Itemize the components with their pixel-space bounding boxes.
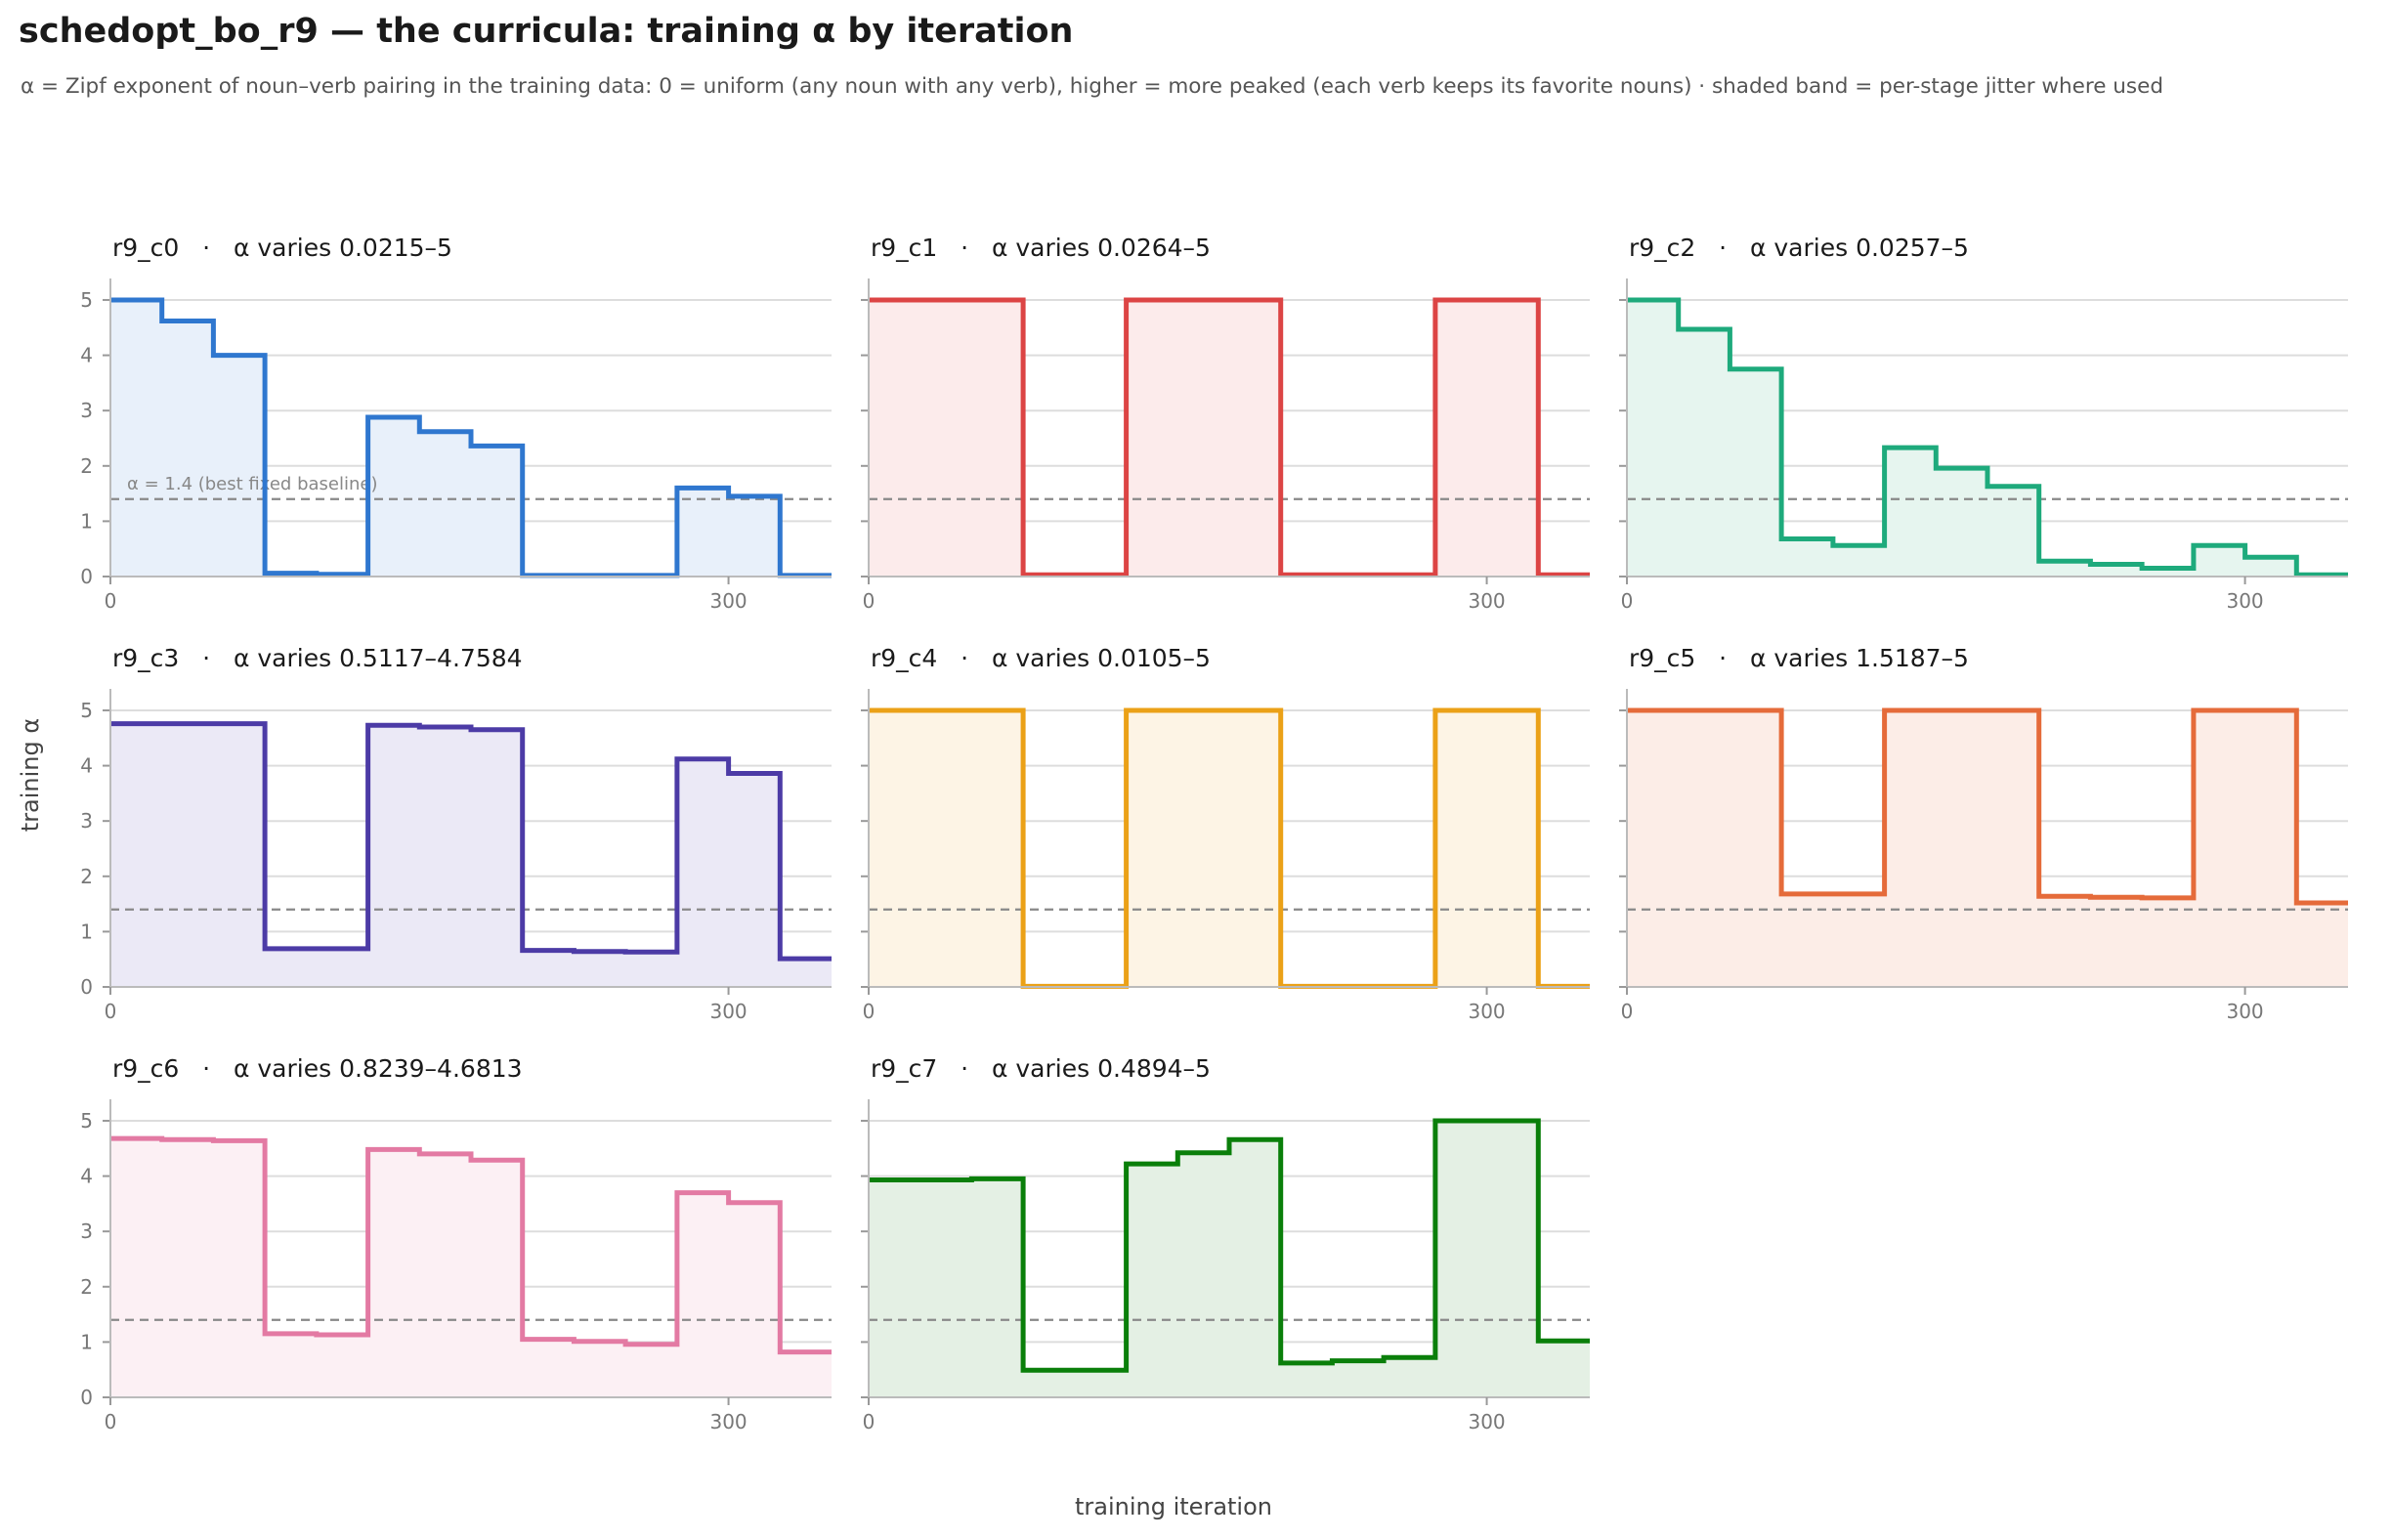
x-tick-label: 300 bbox=[709, 1410, 747, 1433]
y-tick-label: 0 bbox=[80, 1386, 93, 1409]
y-tick-label: 5 bbox=[80, 1109, 93, 1133]
x-tick-label: 300 bbox=[1468, 589, 1505, 613]
x-axis-label: training iteration bbox=[1075, 1493, 1272, 1520]
x-tick-label: 300 bbox=[709, 589, 747, 613]
series-line-r9_c0 bbox=[110, 297, 832, 578]
x-tick-label: 0 bbox=[1621, 1000, 1634, 1023]
panel-title-r9_c5: r9_c5 · α varies 1.5187–5 bbox=[1629, 644, 1969, 672]
y-tick-label: 1 bbox=[80, 1330, 93, 1353]
x-tick-label: 300 bbox=[2226, 589, 2263, 613]
y-tick-label: 0 bbox=[80, 975, 93, 999]
panel-r9_c6: 0 1 2 3 4 5 0 300 r9_c6 · α varies 0.8239–4.6813 bbox=[80, 1054, 832, 1433]
page-title: schedopt_bo_r9 — the curricula: training… bbox=[19, 12, 1074, 51]
y-tick-label: 1 bbox=[80, 509, 93, 533]
y-tick-label: 4 bbox=[80, 1165, 93, 1188]
x-tick-label: 300 bbox=[1468, 1000, 1505, 1023]
x-tick-label: 300 bbox=[1468, 1410, 1505, 1433]
y-tick-label: 2 bbox=[80, 865, 93, 888]
y-tick-label: 4 bbox=[80, 754, 93, 778]
x-tick-label: 0 bbox=[105, 589, 117, 613]
panel-r9_c0: 0 1 2 3 4 5 α = 1.4 (best fixed baseline) 0 300 r… bbox=[80, 234, 832, 613]
page-subtitle: α = Zipf exponent of noun–verb pairing i… bbox=[21, 74, 2163, 99]
x-tick-label: 300 bbox=[2226, 1000, 2263, 1023]
panel-r9_c5: 0 300 r9_c5 · α varies 1.5187–5 bbox=[1619, 644, 2348, 1023]
series-line-r9_c3 bbox=[110, 721, 832, 962]
x-tick-label: 0 bbox=[105, 1410, 117, 1433]
series-fill-r9_c7 bbox=[869, 1121, 1590, 1397]
series-line-r9_c1 bbox=[869, 297, 1590, 578]
panel-title-r9_c0: r9_c0 · α varies 0.0215–5 bbox=[112, 234, 452, 262]
y-tick-label: 4 bbox=[80, 344, 93, 367]
series-fill-r9_c2 bbox=[1627, 300, 2348, 577]
x-tick-label: 0 bbox=[863, 1000, 876, 1023]
series-fill-r9_c6 bbox=[110, 1138, 832, 1397]
y-tick-label: 0 bbox=[80, 565, 93, 588]
y-tick-label: 2 bbox=[80, 454, 93, 478]
panel-title-r9_c1: r9_c1 · α varies 0.0264–5 bbox=[871, 234, 1211, 262]
x-tick-label: 0 bbox=[863, 1410, 876, 1433]
panel-r9_c1: 0 300 r9_c1 · α varies 0.0264–5 bbox=[861, 234, 1590, 613]
panel-r9_c4: 0 300 r9_c4 · α varies 0.0105–5 bbox=[861, 644, 1590, 1023]
series-line-r9_c6 bbox=[110, 1135, 832, 1355]
x-tick-label: 300 bbox=[709, 1000, 747, 1023]
series-fill-r9_c3 bbox=[110, 723, 832, 987]
panel-r9_c2: 0 300 r9_c2 · α varies 0.0257–5 bbox=[1619, 234, 2348, 613]
y-tick-label: 3 bbox=[80, 809, 93, 833]
series-line-r9_c5 bbox=[1627, 707, 2348, 906]
series-line-r9_c2 bbox=[1627, 297, 2348, 578]
series-fill-r9_c1 bbox=[869, 300, 1590, 577]
x-tick-label: 0 bbox=[863, 589, 876, 613]
baseline-label: α = 1.4 (best fixed baseline) bbox=[127, 474, 378, 494]
y-tick-label: 5 bbox=[80, 699, 93, 722]
panel-r9_c7: 0 300 r9_c7 · α varies 0.4894–5 bbox=[861, 1054, 1590, 1433]
panel-title-r9_c7: r9_c7 · α varies 0.4894–5 bbox=[871, 1054, 1211, 1083]
x-tick-label: 0 bbox=[1621, 589, 1634, 613]
x-tick-label: 0 bbox=[105, 1000, 117, 1023]
y-tick-label: 5 bbox=[80, 288, 93, 312]
y-tick-label: 2 bbox=[80, 1275, 93, 1299]
series-line-r9_c7 bbox=[869, 1118, 1590, 1373]
series-fill-r9_c5 bbox=[1627, 710, 2348, 987]
panel-r9_c3: 0 1 2 3 4 5 0 300 r9_c3 · α varies 0.5117–4.7584 bbox=[80, 644, 832, 1023]
panel-title-r9_c6: r9_c6 · α varies 0.8239–4.6813 bbox=[112, 1054, 523, 1083]
y-tick-label: 1 bbox=[80, 920, 93, 943]
panel-title-r9_c3: r9_c3 · α varies 0.5117–4.7584 bbox=[112, 644, 523, 672]
panel-title-r9_c4: r9_c4 · α varies 0.0105–5 bbox=[871, 644, 1211, 672]
y-tick-label: 3 bbox=[80, 1219, 93, 1243]
series-line-r9_c4 bbox=[869, 707, 1590, 989]
series-fill-r9_c4 bbox=[869, 710, 1590, 987]
y-axis-label: training α bbox=[17, 718, 44, 832]
panel-title-r9_c2: r9_c2 · α varies 0.0257–5 bbox=[1629, 234, 1969, 262]
y-tick-label: 3 bbox=[80, 399, 93, 422]
